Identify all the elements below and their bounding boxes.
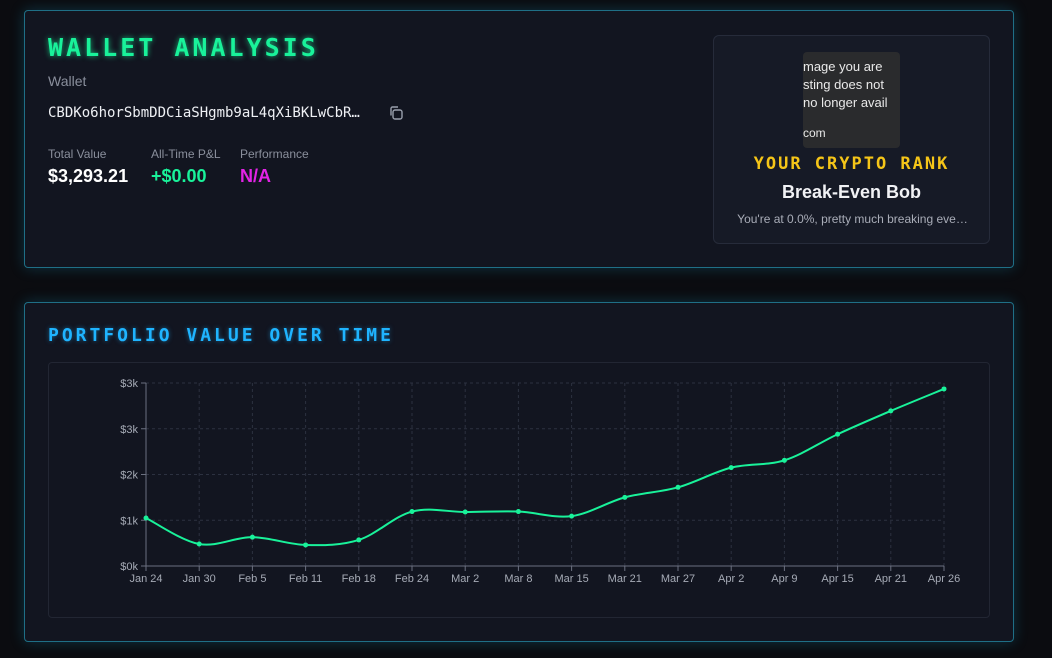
stat-performance: Performance N/A <box>240 147 309 187</box>
data-point <box>835 431 841 437</box>
portfolio-chart: $0k $1k $2k $3k $3k Jan 24 Jan 30 Feb 5 Feb 11 Fe… <box>48 362 990 618</box>
x-tick-label: Jan 30 <box>183 573 216 585</box>
x-tick-label: Mar 2 <box>451 573 479 585</box>
y-tick-label: $2k <box>120 470 138 482</box>
stat-total-value: Total Value $3,293.21 <box>48 147 128 187</box>
stat-value: N/A <box>240 166 271 186</box>
wallet-analysis-title: WALLET ANALYSIS <box>48 33 319 62</box>
data-point <box>728 465 734 471</box>
data-point <box>781 457 787 463</box>
x-tick-label: Feb 5 <box>238 573 266 585</box>
data-point <box>622 494 628 500</box>
x-tick-label: Apr 21 <box>875 573 907 585</box>
rank-title: YOUR CRYPTO RANK <box>753 154 950 174</box>
wallet-label: Wallet <box>48 73 87 89</box>
rank-name: Break-Even Bob <box>781 182 922 202</box>
stat-all-time-pnl: All-Time P&L +$0.00 <box>151 147 221 187</box>
x-tick-label: Apr 9 <box>771 573 797 585</box>
y-tick-label: $1k <box>120 515 138 527</box>
x-tick-label: Apr 2 <box>718 573 744 585</box>
rank-image-text: no longer avail <box>803 95 888 110</box>
x-tick-label: Apr 15 <box>821 573 853 585</box>
portfolio-title: PORTFOLIO VALUE OVER TIME <box>48 325 394 346</box>
data-point <box>409 509 415 515</box>
series-line <box>145 388 945 547</box>
x-tick-label: Feb 18 <box>342 573 376 585</box>
data-point <box>196 541 202 547</box>
x-tick-label: Mar 15 <box>554 573 588 585</box>
x-tick-label: Mar 27 <box>661 573 695 585</box>
x-tick-label: Apr 26 <box>928 573 960 585</box>
x-tick-label: Mar 8 <box>504 573 532 585</box>
y-tick-label: $0k <box>120 561 138 573</box>
stat-value: $3,293.21 <box>48 166 129 186</box>
rank-image-text: sting does not <box>803 77 884 92</box>
rank-description: You're at 0.0%, pretty much breaking eve… <box>737 212 968 226</box>
wallet-analysis-panel: WALLET ANALYSIS Wallet CBDKo6horSbmDDCia… <box>24 10 1014 268</box>
x-tick-label: Feb 11 <box>289 573 322 585</box>
x-tick-label: Mar 21 <box>608 573 642 585</box>
rank-image-text: mage you are <box>803 59 883 74</box>
data-point <box>569 513 575 519</box>
crypto-rank-card: mage you are sting does not no longer av… <box>713 35 990 244</box>
data-point <box>356 537 362 543</box>
stat-value: +$0.00 <box>151 166 207 186</box>
y-tick-label: $3k <box>120 424 138 436</box>
data-point <box>515 509 521 515</box>
data-point <box>462 509 468 515</box>
data-point <box>143 515 149 521</box>
y-tick-label: $3k <box>120 378 138 390</box>
data-point <box>249 534 255 540</box>
data-point <box>888 408 894 414</box>
x-tick-label: Jan 24 <box>129 573 162 585</box>
copy-icon <box>390 106 403 120</box>
x-tick-label: Feb 24 <box>395 573 429 585</box>
wallet-address: CBDKo6horSbmDDCiaSHgmb9aL4qXiBKLwCbR… <box>48 105 360 121</box>
portfolio-panel: PORTFOLIO VALUE OVER TIME $0k $1k $2k $3k $3… <box>24 302 1014 642</box>
stat-label: Performance <box>240 147 309 161</box>
stat-label: Total Value <box>48 147 107 161</box>
copy-address-button[interactable] <box>388 105 404 121</box>
data-point <box>675 484 681 490</box>
data-point <box>941 386 947 392</box>
data-point <box>303 542 309 548</box>
rank-image-placeholder: mage you are sting does not no longer av… <box>803 52 900 148</box>
portfolio-chart-svg: $0k $1k $2k $3k $3k Jan 24 Jan 30 Feb 5 Feb 11 Fe… <box>120 378 960 585</box>
rank-image-text: com <box>803 126 826 140</box>
stat-label: All-Time P&L <box>151 147 221 161</box>
